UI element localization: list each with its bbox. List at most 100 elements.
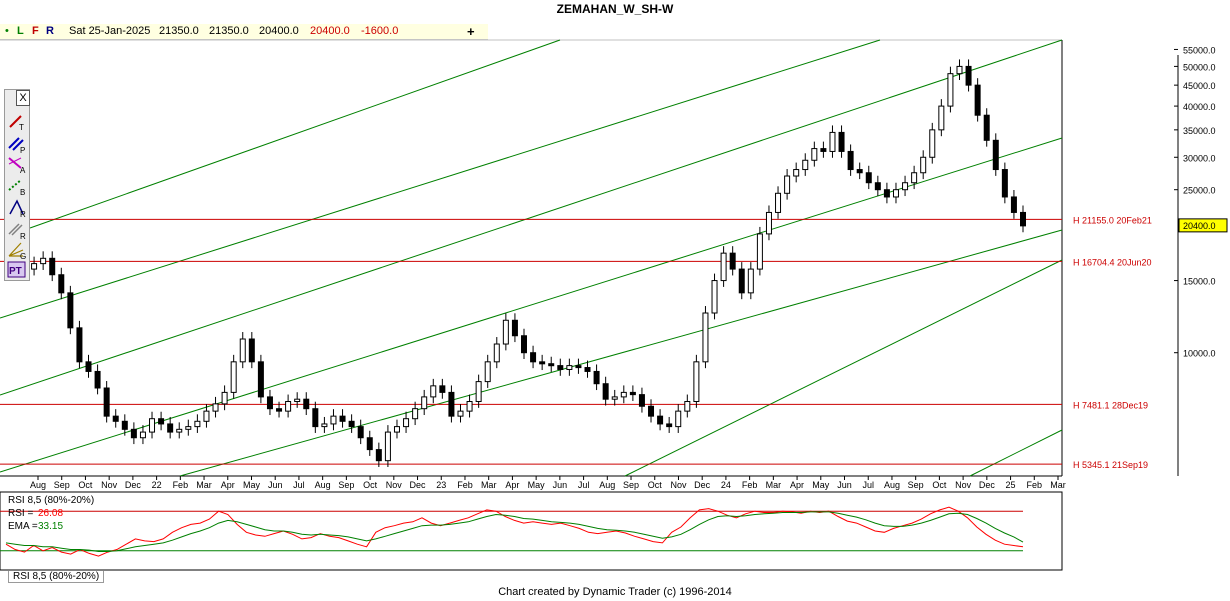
- candle-body: [539, 361, 546, 365]
- level-label: H 5345.1 21Sep19: [1073, 460, 1148, 470]
- x-tick-label: Dec: [125, 480, 142, 490]
- l-button[interactable]: L: [17, 25, 24, 37]
- toolbox-close-button[interactable]: X: [16, 90, 30, 106]
- candle-body: [1001, 169, 1008, 198]
- candle-body: [775, 192, 782, 213]
- x-tick-label: Sep: [338, 480, 354, 490]
- band-tool-icon[interactable]: B: [7, 176, 27, 196]
- rsi-legend-label: RSI =: [8, 508, 33, 519]
- y-tick-label: 10000.0: [1183, 349, 1216, 359]
- candle-body: [285, 401, 292, 412]
- trendline-tool-icon[interactable]: T: [7, 112, 27, 132]
- live-dot-icon: •: [5, 25, 9, 37]
- bar-low: 20400.0: [259, 25, 299, 37]
- candle-body: [684, 401, 691, 412]
- x-tick-label: Nov: [101, 480, 118, 490]
- x-tick-label: Feb: [1027, 480, 1043, 490]
- candle-body: [874, 182, 881, 191]
- candle-body: [339, 415, 346, 422]
- candle-body: [530, 352, 537, 363]
- candle-body: [675, 410, 682, 428]
- candle-body: [321, 423, 328, 428]
- candle-body: [58, 274, 65, 294]
- candle-body: [40, 257, 47, 265]
- candle-body: [620, 391, 627, 398]
- svg-text:T: T: [19, 123, 24, 132]
- x-tick-label: Aug: [599, 480, 615, 490]
- candle-body: [738, 268, 745, 294]
- candle-body: [412, 408, 419, 420]
- candle-body: [883, 189, 890, 198]
- candle-body: [330, 415, 337, 425]
- svg-text:B: B: [20, 188, 25, 196]
- x-tick-label: Dec: [410, 480, 427, 490]
- candle-body: [439, 385, 446, 393]
- x-tick-label: Oct: [363, 480, 378, 490]
- gann-tool-icon[interactable]: G: [7, 240, 27, 260]
- candle-body: [629, 391, 636, 396]
- channel-line: [624, 259, 1063, 477]
- pt-tool-icon[interactable]: PT: [7, 260, 27, 280]
- candle-body: [49, 257, 56, 276]
- x-tick-label: Sep: [908, 480, 924, 490]
- candle-body: [557, 365, 564, 370]
- level-label: H 7481.1 28Dec19: [1073, 400, 1148, 410]
- candle-body: [865, 172, 872, 184]
- candle-body: [76, 327, 83, 363]
- rsi-line: [5, 506, 1024, 557]
- x-tick-label: Feb: [457, 480, 473, 490]
- rsi-legend-label: EMA =: [8, 521, 38, 532]
- candle-body: [702, 312, 709, 363]
- last-price-box: [1178, 218, 1228, 233]
- x-tick-label: 22: [152, 480, 162, 490]
- level-label: H 21155.0 20Feb21: [1073, 215, 1152, 225]
- x-tick-label: Mar: [196, 480, 212, 490]
- y-tick-label: 25000.0: [1183, 186, 1216, 196]
- candle-body: [312, 408, 319, 428]
- candle-body: [484, 361, 491, 383]
- add-chart-button[interactable]: +: [467, 24, 475, 39]
- x-tick-label: Aug: [315, 480, 331, 490]
- candle-body: [203, 410, 210, 422]
- x-tick-label: May: [243, 480, 261, 490]
- x-tick-label: Nov: [386, 480, 403, 490]
- rsi-panel-title: RSI 8,5 (80%-20%): [8, 495, 94, 506]
- channel-line: [0, 39, 881, 319]
- candle-body: [221, 391, 228, 405]
- x-tick-label: Sep: [623, 480, 639, 490]
- ratio-tool-icon[interactable]: R: [7, 198, 27, 218]
- candle-body: [693, 361, 700, 403]
- x-tick-label: Jul: [578, 480, 590, 490]
- x-tick-label: Apr: [221, 480, 235, 490]
- f-button[interactable]: F: [32, 25, 39, 37]
- retracement-tool-icon[interactable]: R: [7, 220, 27, 240]
- candle-body: [920, 156, 927, 174]
- channel-line: [179, 229, 1063, 477]
- candle-body: [94, 370, 101, 389]
- x-tick-label: Oct: [78, 480, 93, 490]
- rsi-tab[interactable]: RSI 8,5 (80%-20%): [8, 571, 105, 583]
- parallel-tool-icon[interactable]: P: [7, 134, 27, 154]
- candle-body: [747, 268, 754, 294]
- candle-body: [856, 169, 863, 174]
- candle-body: [584, 367, 591, 372]
- r-button[interactable]: R: [46, 25, 54, 37]
- candle-body: [185, 426, 192, 430]
- price-axis: 55000.0 50000.0 45000.0 40000.0 35000.0 30000…: [1174, 45, 1228, 476]
- drawing-toolbox: X T P A B R R G PT: [4, 89, 30, 281]
- andrews-tool-icon[interactable]: A: [7, 154, 27, 174]
- candle-body: [983, 114, 990, 141]
- candle-body: [829, 131, 836, 152]
- x-tick-label: Jul: [293, 480, 305, 490]
- candle-body: [421, 396, 428, 410]
- candle-body: [811, 148, 818, 161]
- candle-body: [974, 84, 981, 116]
- x-tick-label: 25: [1006, 480, 1016, 490]
- x-tick-label: Oct: [648, 480, 663, 490]
- candle-body: [167, 423, 174, 433]
- candle-body: [149, 418, 156, 433]
- x-tick-label: Feb: [742, 480, 758, 490]
- candle-body: [493, 343, 500, 363]
